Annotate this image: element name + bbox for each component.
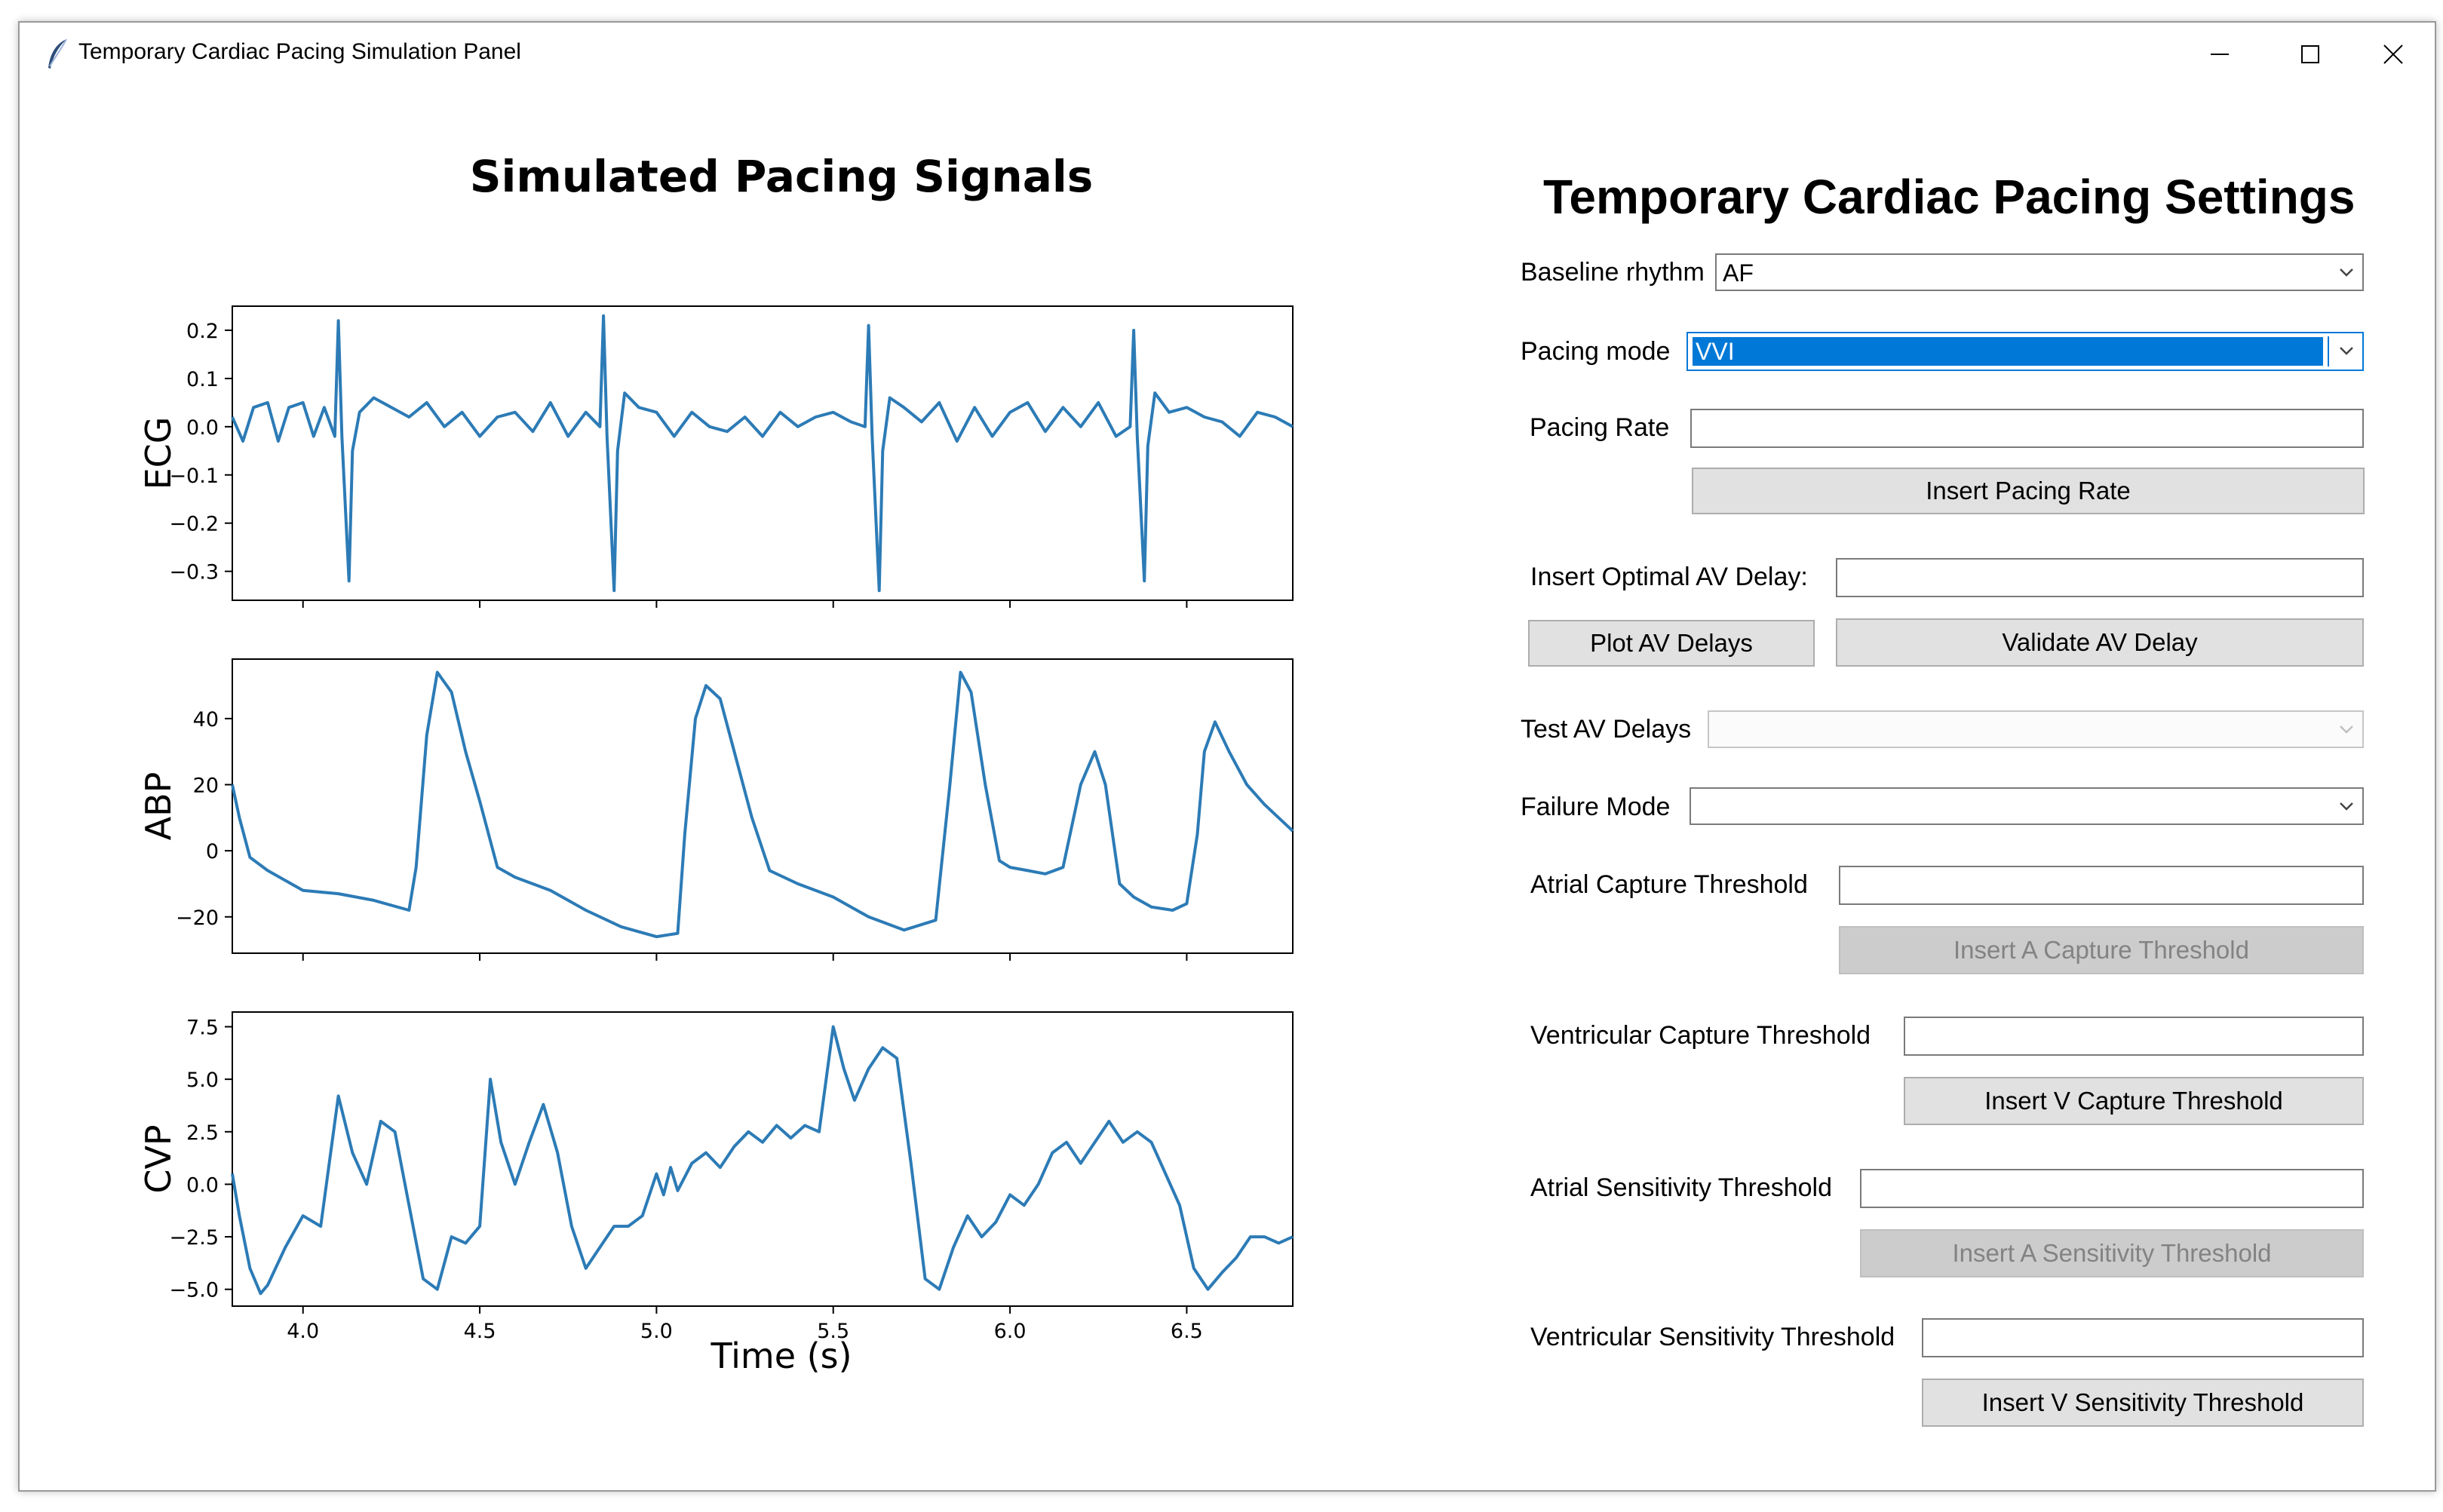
- insert-a-capture-threshold-button[interactable]: Insert A Capture Threshold: [1839, 926, 2364, 974]
- x-axis-label: Time (s): [710, 1336, 852, 1376]
- close-button[interactable]: [2352, 29, 2435, 80]
- series-line-abp: [231, 670, 1294, 939]
- window-title: Temporary Cardiac Pacing Simulation Pane…: [78, 39, 521, 64]
- plot-av-delays-button[interactable]: Plot AV Delays: [1528, 620, 1815, 667]
- chevron-down-icon: [2340, 347, 2353, 355]
- chevron-down-icon: [2340, 725, 2353, 734]
- y-axis-label: CVP: [138, 1124, 179, 1193]
- content-area: Simulated Pacing Signals Time (s) 0.2 0.1…: [20, 86, 2435, 1490]
- x-tick-label: 6.0: [994, 1320, 1027, 1343]
- y-axis-label: ECG: [138, 417, 179, 490]
- x-tick-label: 4.5: [464, 1320, 496, 1343]
- subplot-cvp: 7.5 5.0 2.5 0.0 −2.5 −5.0 4.0 4.5 5.0 5.5 6.0 6.5 CV…: [138, 1011, 1294, 1343]
- chevron-down-icon: [2340, 268, 2353, 277]
- insert-v-capture-threshold-button[interactable]: Insert V Capture Threshold: [1904, 1077, 2364, 1125]
- y-tick-label: 5.0: [186, 1069, 219, 1092]
- plot-frame: [232, 305, 1294, 601]
- y-tick-label: −5.0: [169, 1279, 219, 1302]
- x-tick-label: 5.5: [817, 1320, 849, 1343]
- test-av-delays-select[interactable]: [1708, 710, 2364, 748]
- pacing-mode-value: VVI: [1696, 338, 1735, 365]
- y-tick-label: 2.5: [186, 1121, 219, 1145]
- series-line-cvp: [231, 1025, 1294, 1296]
- subplot-ecg: 0.2 0.1 0.0 −0.1 −0.2 −0.3 ECG: [138, 305, 1294, 608]
- atrial-sensitivity-input[interactable]: [1860, 1169, 2364, 1208]
- y-tick-label: 0.0: [186, 416, 219, 440]
- pacing-rate-input[interactable]: [1690, 409, 2364, 448]
- ventricular-sensitivity-input[interactable]: [1922, 1318, 2364, 1357]
- insert-v-sensitivity-threshold-button[interactable]: Insert V Sensitivity Threshold: [1922, 1379, 2364, 1427]
- ventricular-sensitivity-label: Ventricular Sensitivity Threshold: [1530, 1323, 1895, 1351]
- y-tick-label: 20: [193, 774, 219, 798]
- failure-mode-select[interactable]: [1690, 787, 2364, 825]
- baseline-rhythm-label: Baseline rhythm: [1521, 258, 1705, 287]
- feather-icon: [48, 38, 67, 69]
- test-av-delays-label: Test AV Delays: [1521, 715, 1692, 744]
- y-tick-label: −20: [176, 906, 219, 930]
- close-icon: [2383, 44, 2403, 64]
- y-axis-label: ABP: [138, 772, 179, 841]
- insert-pacing-rate-button[interactable]: Insert Pacing Rate: [1692, 468, 2365, 514]
- y-tick-label: 0.2: [186, 320, 219, 343]
- maximize-icon: [2301, 45, 2319, 63]
- signals-chart: Simulated Pacing Signals Time (s) 0.2 0.1…: [138, 151, 1294, 1376]
- chart-title: Simulated Pacing Signals: [470, 151, 1094, 202]
- plot-frame: [232, 1011, 1294, 1307]
- atrial-capture-input[interactable]: [1839, 866, 2364, 905]
- validate-av-delay-button[interactable]: Validate AV Delay: [1836, 618, 2364, 667]
- ventricular-capture-input[interactable]: [1904, 1017, 2364, 1056]
- x-tick-label: 6.5: [1171, 1320, 1203, 1343]
- pacing-mode-label: Pacing mode: [1521, 337, 1671, 366]
- pacing-rate-label: Pacing Rate: [1530, 413, 1670, 442]
- y-tick-label: −2.5: [169, 1226, 219, 1250]
- y-tick-label: 0.1: [186, 368, 219, 391]
- y-tick-label: −0.2: [169, 513, 219, 536]
- app-window: Temporary Cardiac Pacing Simulation Pane…: [18, 21, 2436, 1492]
- maximize-button[interactable]: [2269, 29, 2352, 80]
- failure-mode-label: Failure Mode: [1521, 793, 1671, 821]
- av-delay-input[interactable]: [1836, 558, 2364, 597]
- y-tick-label: 7.5: [186, 1017, 219, 1040]
- subplot-abp: 40 20 0 −20 ABP: [138, 658, 1294, 961]
- title-bar[interactable]: Temporary Cardiac Pacing Simulation Pane…: [20, 23, 2435, 86]
- atrial-sensitivity-label: Atrial Sensitivity Threshold: [1530, 1173, 1832, 1202]
- y-tick-label: −0.1: [169, 465, 219, 488]
- chevron-down-icon: [2340, 802, 2353, 811]
- av-delay-label: Insert Optimal AV Delay:: [1530, 563, 1808, 591]
- atrial-capture-label: Atrial Capture Threshold: [1530, 870, 1808, 899]
- settings-title: Temporary Cardiac Pacing Settings: [1543, 170, 2356, 224]
- x-tick-label: 4.0: [287, 1320, 319, 1343]
- insert-a-sensitivity-threshold-button[interactable]: Insert A Sensitivity Threshold: [1860, 1229, 2364, 1277]
- pacing-mode-select[interactable]: VVI: [1686, 332, 2364, 371]
- minimize-icon: [2211, 54, 2229, 55]
- y-tick-label: 0.0: [186, 1173, 219, 1197]
- baseline-rhythm-value: AF: [1723, 259, 1754, 287]
- baseline-rhythm-select[interactable]: AF: [1715, 253, 2364, 291]
- y-tick-label: 40: [193, 708, 219, 731]
- minimize-button[interactable]: [2178, 29, 2261, 80]
- y-tick-label: −0.3: [169, 561, 219, 584]
- ventricular-capture-label: Ventricular Capture Threshold: [1530, 1021, 1871, 1050]
- y-tick-label: 0: [206, 840, 219, 863]
- plot-frame: [232, 658, 1294, 954]
- series-line-ecg: [231, 314, 1294, 593]
- x-tick-label: 5.0: [640, 1320, 673, 1343]
